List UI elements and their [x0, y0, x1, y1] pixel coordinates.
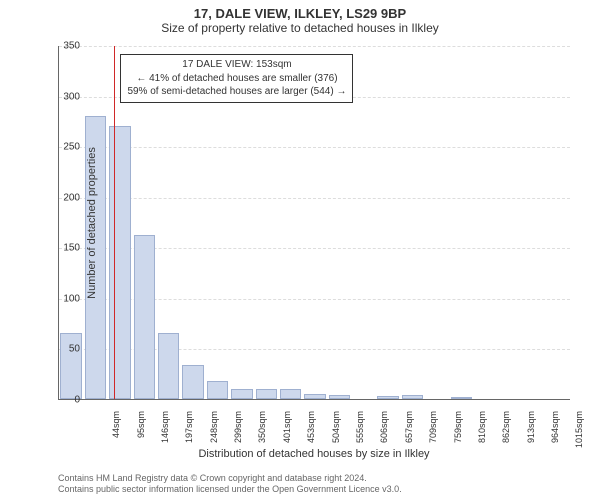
y-axis-title: Number of detached properties — [86, 147, 98, 299]
bar — [207, 381, 228, 399]
x-tick-label: 606sqm — [379, 411, 389, 459]
bar — [182, 365, 203, 399]
y-tick-label: 0 — [30, 395, 80, 406]
x-tick-label: 401sqm — [282, 411, 292, 459]
annotation-line-3: 59% of semi-detached houses are larger (… — [127, 85, 346, 99]
x-tick-label: 657sqm — [404, 411, 414, 459]
marker-line — [114, 46, 115, 399]
plot-area: 17 DALE VIEW: 153sqm← 41% of detached ho… — [58, 46, 570, 400]
y-tick-label: 350 — [30, 41, 80, 52]
x-tick-label: 504sqm — [331, 411, 341, 459]
x-tick-label: 299sqm — [233, 411, 243, 459]
x-tick-label: 146sqm — [160, 411, 170, 459]
chart-header: 17, DALE VIEW, ILKLEY, LS29 9BP Size of … — [0, 6, 600, 35]
footer-line-2: Contains public sector information licen… — [58, 484, 402, 496]
bar — [329, 395, 350, 399]
annotation-line-2: ← 41% of detached houses are smaller (37… — [127, 72, 346, 86]
x-tick-label: 95sqm — [136, 411, 146, 459]
chart-area: 17 DALE VIEW: 153sqm← 41% of detached ho… — [58, 46, 570, 400]
y-tick-label: 50 — [30, 344, 80, 355]
x-tick-label: 197sqm — [184, 411, 194, 459]
gridline — [59, 46, 570, 47]
annotation-line-1: 17 DALE VIEW: 153sqm — [127, 58, 346, 72]
annotation-box: 17 DALE VIEW: 153sqm← 41% of detached ho… — [120, 54, 353, 103]
y-tick-label: 150 — [30, 243, 80, 254]
gridline — [59, 198, 570, 199]
bar — [451, 397, 472, 399]
bar — [231, 389, 252, 399]
y-tick-label: 250 — [30, 142, 80, 153]
x-tick-label: 810sqm — [477, 411, 487, 459]
bar — [402, 395, 423, 399]
bar — [109, 126, 130, 399]
gridline — [59, 147, 570, 148]
bar — [158, 333, 179, 399]
x-tick-label: 913sqm — [526, 411, 536, 459]
x-tick-label: 453sqm — [306, 411, 316, 459]
bar — [304, 394, 325, 399]
chart-title-main: 17, DALE VIEW, ILKLEY, LS29 9BP — [0, 6, 600, 21]
y-tick-label: 200 — [30, 192, 80, 203]
x-tick-label: 964sqm — [550, 411, 560, 459]
x-tick-label: 555sqm — [355, 411, 365, 459]
footer-line-1: Contains HM Land Registry data © Crown c… — [58, 473, 402, 485]
bar — [377, 396, 398, 399]
chart-title-sub: Size of property relative to detached ho… — [0, 21, 600, 35]
footer-attribution: Contains HM Land Registry data © Crown c… — [58, 473, 402, 496]
bar — [256, 389, 277, 399]
x-tick-label: 759sqm — [453, 411, 463, 459]
x-tick-label: 350sqm — [257, 411, 267, 459]
x-tick-label: 1015sqm — [574, 411, 584, 459]
x-tick-label: 248sqm — [209, 411, 219, 459]
x-tick-label: 44sqm — [111, 411, 121, 459]
y-tick-label: 300 — [30, 91, 80, 102]
x-tick-label: 709sqm — [428, 411, 438, 459]
bar — [280, 389, 301, 399]
bar — [134, 235, 155, 399]
x-tick-label: 862sqm — [501, 411, 511, 459]
y-tick-label: 100 — [30, 293, 80, 304]
